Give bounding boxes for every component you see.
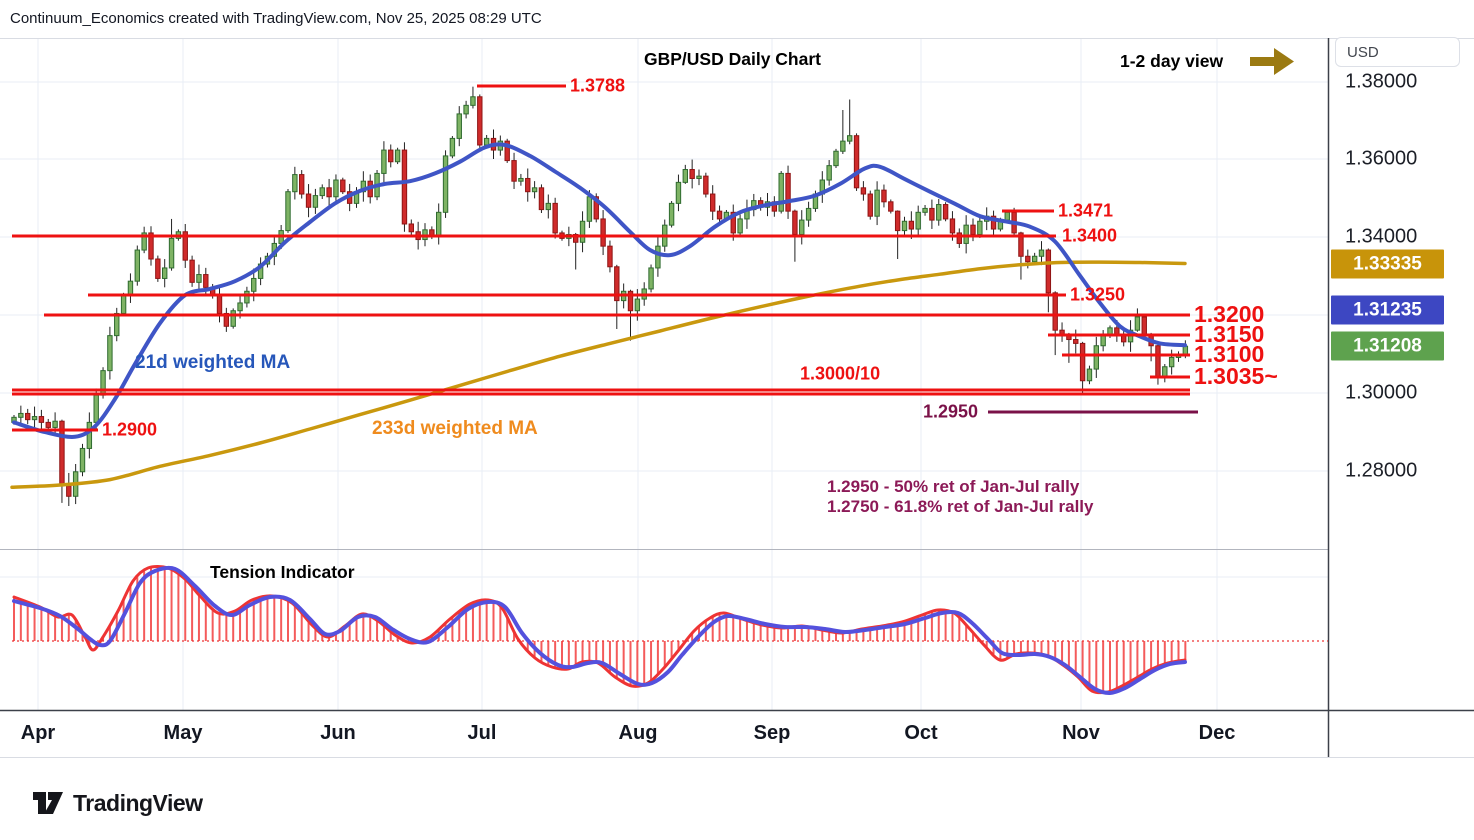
tension-indicator-title: Tension Indicator [210, 562, 355, 582]
price-badge: 1.31208 [1331, 331, 1444, 361]
tradingview-logo-icon [33, 792, 63, 814]
ma21-label: 21d weighted MA [135, 352, 291, 373]
level-label: 1.3150 [1194, 321, 1265, 348]
fib-retracement-note-2: 1.2750 - 61.8% ret of Jan-Jul rally [827, 497, 1094, 516]
level-label: 1.3200 [1194, 301, 1265, 328]
credit-text: Continuum_Economics created with Trading… [10, 10, 542, 27]
price-badge: 1.33335 [1331, 249, 1444, 279]
month-label: Sep [753, 722, 791, 744]
currency-label: USD [1347, 44, 1379, 61]
price-tick-label: 1.34000 [1345, 225, 1418, 248]
price-scale[interactable]: 1.38000 1.36000 1.34000 1.30000 1.28000 1.333… [1329, 38, 1474, 757]
level-label: 1.3400 [1062, 225, 1118, 246]
month-label: Aug [618, 722, 658, 744]
price-badge: 1.31235 [1331, 295, 1444, 325]
time-scale[interactable]: Apr May Jun Jul Aug Sep Oct Nov Dec [0, 711, 1328, 757]
arrow-right-icon [1248, 44, 1296, 80]
currency-selector[interactable]: USD [1335, 37, 1460, 67]
level-label: 1.3471 [1058, 200, 1114, 221]
view-note: 1-2 day view [1120, 51, 1224, 71]
month-label: Apr [20, 722, 56, 744]
price-tick-label: 1.30000 [1345, 381, 1418, 404]
month-label: May [163, 722, 203, 744]
price-tick-label: 1.36000 [1345, 147, 1418, 170]
level-label: 1.3100 [1194, 341, 1265, 368]
month-label: Dec [1198, 722, 1236, 744]
ma233-label: 233d weighted MA [372, 418, 538, 439]
level-label: 1.3250 [1070, 284, 1126, 305]
month-label: Jun [320, 722, 356, 744]
level-label: 1.3788 [570, 75, 626, 96]
month-label: Oct [904, 722, 938, 744]
brand-name: TradingView [73, 789, 203, 816]
price-tick-label: 1.28000 [1345, 459, 1418, 482]
month-label: Jul [467, 722, 497, 744]
brand-logo[interactable]: TradingView [33, 786, 203, 820]
level-label: 1.2950 [922, 401, 978, 422]
price-tick-label: 1.38000 [1345, 70, 1418, 93]
month-label: Nov [1062, 722, 1100, 744]
level-label: 1.2900 [102, 419, 158, 440]
level-label: 1.3035~ [1194, 363, 1278, 390]
level-label: 1.3000/10 [800, 363, 881, 384]
chart-title: GBP/USD Daily Chart [644, 49, 821, 69]
fib-retracement-note-1: 1.2950 - 50% ret of Jan-Jul rally [827, 477, 1080, 496]
